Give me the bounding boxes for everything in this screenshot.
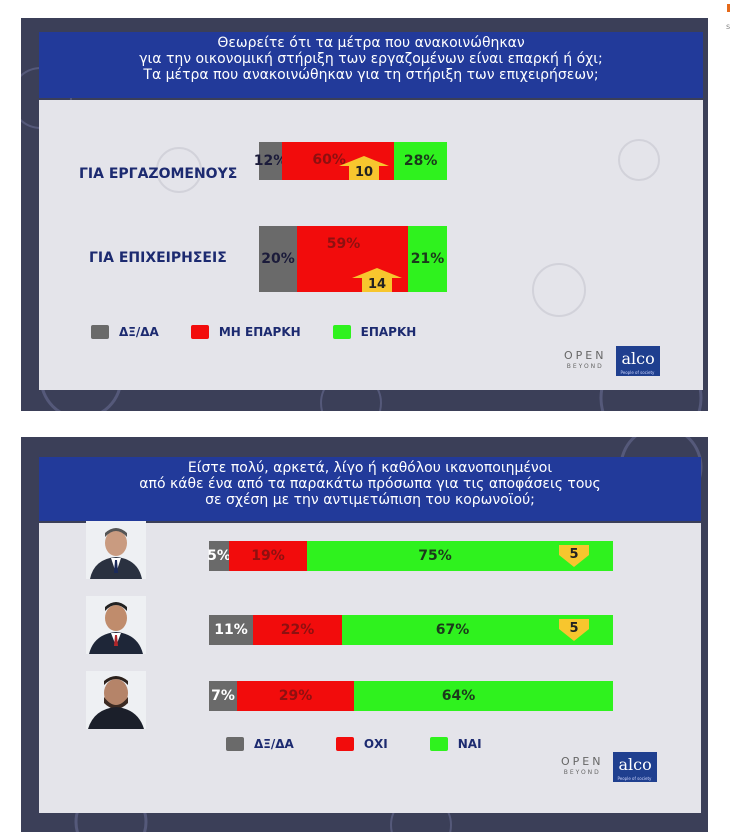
title-line: Τα μέτρα που ανακοινώθηκαν για τη στήριξ… xyxy=(143,67,599,83)
data-label: 75% xyxy=(418,548,452,564)
chart-title: Είστε πολύ, αρκετά, λίγο ή καθόλου ικανο… xyxy=(39,457,701,521)
edge-mark xyxy=(727,4,730,12)
alco-tagline: People of society xyxy=(620,370,655,375)
segment-no: 22% xyxy=(253,615,342,645)
legend-swatch xyxy=(226,737,244,751)
brand-logos: OPEN BEYOND alco People of society xyxy=(561,752,657,782)
segment-sufficient: 21% xyxy=(408,226,447,292)
row-label-employees: ΓΙΑ ΕΡΓΑΖΟΜΕΝΟΥΣ xyxy=(79,166,238,182)
portrait-1 xyxy=(86,521,146,579)
legend-label: ΔΞ/ΔΑ xyxy=(119,325,159,339)
title-line: από κάθε ένα από τα παρακάτω πρόσωπα για… xyxy=(139,476,601,492)
portrait-3 xyxy=(86,671,146,729)
data-label: 29% xyxy=(278,688,313,704)
data-label: 67% xyxy=(435,622,470,638)
segment-insufficient: 59% xyxy=(297,226,408,292)
stacked-bar-person-2: 11% 22% 67% 5 xyxy=(209,615,613,645)
data-label: 21% xyxy=(410,251,445,267)
legend-label: ΔΞ/ΔΑ xyxy=(254,737,294,751)
portrait-2 xyxy=(86,596,146,654)
legend-swatch xyxy=(91,325,109,339)
data-label: 11% xyxy=(214,622,248,638)
data-label: 7% xyxy=(211,688,235,704)
stacked-bar-person-1: 5% 19% 75% 5 xyxy=(207,541,613,571)
segment-dk: 11% xyxy=(209,615,253,645)
legend-item-dk: ΔΞ/ΔΑ xyxy=(226,737,294,751)
brand-logos: OPEN BEYOND alco People of society xyxy=(564,346,660,376)
legend-item-insufficient: ΜΗ ΕΠΑΡΚΗ xyxy=(190,325,301,339)
legend: ΔΞ/ΔΑ ΜΗ ΕΠΑΡΚΗ ΕΠΑΡΚΗ xyxy=(91,325,416,339)
segment-no: 19% xyxy=(229,541,307,571)
title-line: σε σχέση με την αντιμετώπιση του κορωνοϊ… xyxy=(205,492,535,508)
change-arrow-down: 5 xyxy=(559,619,589,641)
alco-logo: alco People of society xyxy=(613,752,657,782)
segment-dk: 5% xyxy=(207,541,231,571)
legend-item-yes: ΝΑΙ xyxy=(429,737,482,751)
data-label: 20% xyxy=(261,251,295,267)
open-logo-sub: BEYOND xyxy=(563,769,601,776)
data-label: 60% xyxy=(312,152,346,168)
legend-label: ΝΑΙ xyxy=(457,737,482,751)
segment-dk: 7% xyxy=(209,681,237,711)
legend-item-no: ΟΧΙ xyxy=(335,737,388,751)
legend-item-dk: ΔΞ/ΔΑ xyxy=(91,325,159,339)
alco-logo-text: alco xyxy=(618,755,652,774)
change-arrow-up: 14 xyxy=(352,268,402,292)
title-line: για την οικονομική στήριξη των εργαζομέν… xyxy=(139,51,603,67)
title-line: Είστε πολύ, αρκετά, λίγο ή καθόλου ικανο… xyxy=(187,460,553,476)
svg-text:5: 5 xyxy=(569,547,578,562)
stacked-bar-person-3: 7% 29% 64% xyxy=(209,681,613,711)
stacked-bar-employees: 12% 60% 28% 10 xyxy=(254,142,447,180)
svg-text:14: 14 xyxy=(368,277,386,292)
title-line: Θεωρείτε ότι τα μέτρα που ανακοινώθηκαν xyxy=(217,35,525,51)
open-logo-text: OPEN xyxy=(564,349,607,362)
legend-item-sufficient: ΕΠΑΡΚΗ xyxy=(332,325,417,339)
change-arrow-down: 5 xyxy=(559,545,589,567)
legend-label: ΟΧΙ xyxy=(363,737,388,751)
row-label-businesses: ΓΙΑ ΕΠΙΧΕΙΡΗΣΕΙΣ xyxy=(89,250,227,266)
chart-panel-satisfaction: Είστε πολύ, αρκετά, λίγο ή καθόλου ικανο… xyxy=(21,437,708,832)
segment-dk: 12% xyxy=(254,142,287,180)
legend-swatch xyxy=(190,325,209,339)
chart-title: Θεωρείτε ότι τα μέτρα που ανακοινώθηκαν … xyxy=(39,32,703,98)
edge-letter: s xyxy=(726,22,731,31)
data-label: 64% xyxy=(441,688,476,704)
data-label: 12% xyxy=(253,153,288,169)
chart-card: ΓΙΑ ΕΡΓΑΖΟΜΕΝΟΥΣ 12% 60% 28% 10 ΓΙΑ ΕΠΙΧΕΙΡ… xyxy=(39,100,703,390)
legend-swatch xyxy=(332,325,351,339)
alco-tagline: People of society xyxy=(617,776,652,781)
svg-text:5: 5 xyxy=(569,621,578,636)
portrait-image xyxy=(86,671,146,729)
legend: ΔΞ/ΔΑ ΟΧΙ ΝΑΙ xyxy=(226,737,482,751)
data-label: 5% xyxy=(207,548,231,564)
stacked-bar-businesses: 20% 59% 21% 14 xyxy=(259,226,447,292)
legend-label: ΕΠΑΡΚΗ xyxy=(360,325,417,339)
legend-swatch xyxy=(335,737,354,751)
legend-swatch xyxy=(429,737,448,751)
change-arrow-up: 10 xyxy=(339,156,389,180)
data-label: 28% xyxy=(403,153,438,169)
portrait-image xyxy=(86,596,146,654)
open-logo-text: OPEN xyxy=(561,755,604,768)
svg-text:10: 10 xyxy=(355,165,373,180)
segment-sufficient: 28% xyxy=(394,142,447,180)
portrait-image xyxy=(86,521,146,579)
alco-logo: alco People of society xyxy=(616,346,660,376)
data-label: 22% xyxy=(280,622,315,638)
legend-label: ΜΗ ΕΠΑΡΚΗ xyxy=(218,325,301,339)
segment-yes: 64% xyxy=(354,681,613,711)
chart-card: 5% 19% 75% 5 11% 22% 67% 5 7% 29% 64% ΔΞ/ΔΑ ΟΧΙ … xyxy=(39,521,701,813)
data-label: 59% xyxy=(326,236,361,252)
alco-logo-text: alco xyxy=(621,349,655,368)
segment-no: 29% xyxy=(237,681,354,711)
card-decor xyxy=(156,139,660,317)
open-logo: OPEN BEYOND xyxy=(564,350,606,372)
open-logo-sub: BEYOND xyxy=(566,363,604,370)
data-label: 19% xyxy=(251,548,285,564)
segment-dk: 20% xyxy=(259,226,297,292)
open-logo: OPEN BEYOND xyxy=(561,756,603,778)
chart-panel-measures: Θεωρείτε ότι τα μέτρα που ανακοινώθηκαν … xyxy=(21,18,708,411)
